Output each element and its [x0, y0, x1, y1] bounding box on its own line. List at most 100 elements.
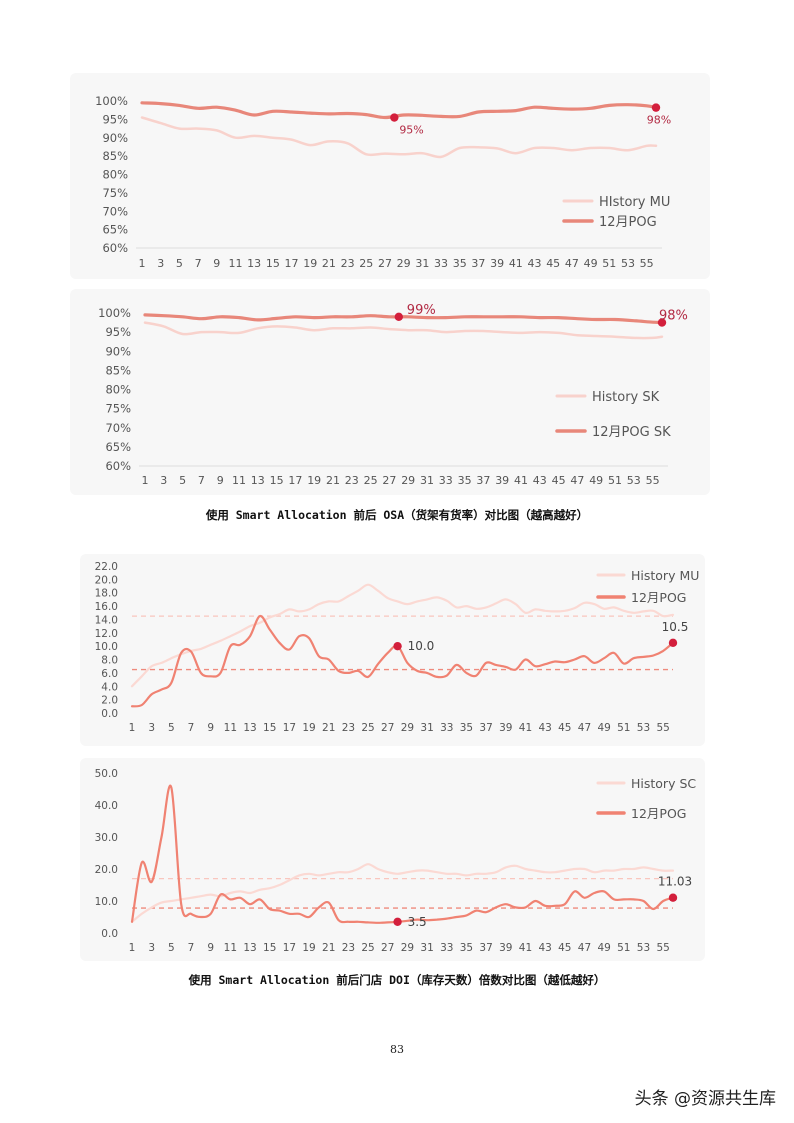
x-tick-label: 23: [345, 474, 359, 487]
y-tick-label: 2.0: [101, 695, 118, 707]
legend-label: 12月POG: [631, 806, 686, 821]
x-tick-label: 23: [341, 257, 355, 270]
x-tick-label: 51: [602, 257, 616, 270]
y-tick-label: 80%: [105, 383, 131, 397]
x-tick-label: 47: [578, 942, 591, 954]
y-tick-label: 75%: [102, 186, 128, 200]
y-tick-label: 20.0: [95, 864, 118, 876]
highlight-marker: [393, 641, 402, 651]
watermark-text: 头条 @资源共生库: [634, 1089, 776, 1109]
y-tick-label: 30.0: [95, 832, 118, 844]
x-tick-label: 11: [224, 942, 237, 954]
y-tick-label: 70%: [102, 204, 128, 218]
x-tick-label: 45: [558, 722, 571, 734]
data-label: 10.0: [408, 639, 435, 653]
x-tick-label: 9: [207, 722, 214, 734]
series-line: [143, 313, 664, 325]
x-tick-label: 21: [322, 942, 335, 954]
highlight-marker: [668, 893, 678, 902]
series-line: [130, 784, 675, 924]
data-label: 98%: [647, 114, 671, 127]
x-tick-label: 47: [565, 257, 579, 270]
highlight-marker: [390, 113, 399, 122]
x-tick-label: 13: [251, 474, 265, 487]
x-tick-label: 33: [440, 722, 453, 734]
y-tick-label: 6.0: [101, 668, 118, 680]
y-tick-label: 50.0: [95, 768, 118, 780]
data-label: 3.5: [408, 915, 427, 929]
x-tick-label: 41: [519, 942, 532, 954]
data-label: 95%: [399, 124, 423, 137]
x-tick-label: 39: [495, 474, 509, 487]
x-tick-label: 19: [302, 722, 315, 734]
x-tick-label: 19: [307, 474, 321, 487]
y-tick-label: 8.0: [101, 655, 118, 667]
x-tick-label: 9: [213, 257, 220, 270]
x-tick-label: 17: [285, 257, 299, 270]
x-tick-label: 25: [364, 474, 378, 487]
x-tick-label: 37: [479, 942, 492, 954]
data-label: 99%: [407, 303, 436, 318]
x-tick-label: 15: [266, 257, 280, 270]
x-tick-label: 9: [217, 474, 224, 487]
series-line: [140, 101, 658, 120]
y-tick-label: 20.0: [95, 574, 118, 586]
x-tick-label: 7: [198, 474, 205, 487]
x-tick-label: 37: [479, 722, 492, 734]
x-tick-label: 29: [401, 474, 415, 487]
y-tick-label: 100%: [95, 94, 128, 108]
y-tick-label: 12.0: [95, 628, 118, 640]
x-tick-label: 31: [420, 942, 433, 954]
x-tick-label: 43: [538, 942, 551, 954]
x-tick-label: 25: [359, 257, 373, 270]
osa-sk-line-chart: 100%95%90%85%80%75%70%65%60%1 3 5 7 9 11 13 15 1…: [98, 303, 688, 487]
x-tick-label: 53: [637, 942, 650, 954]
series-line: [140, 116, 658, 159]
x-tick-label: 43: [538, 722, 551, 734]
x-tick-label: 3: [157, 257, 164, 270]
y-tick-label: 4.0: [101, 681, 118, 693]
data-label: 10.5: [662, 620, 689, 634]
x-tick-label: 53: [627, 474, 641, 487]
x-tick-label: 47: [570, 474, 584, 487]
x-tick-label: 49: [589, 474, 603, 487]
x-tick-label: 29: [401, 942, 414, 954]
x-tick-label: 45: [546, 257, 560, 270]
legend-label: History SC: [631, 776, 696, 791]
x-tick-label: 33: [434, 257, 448, 270]
x-tick-label: 37: [476, 474, 490, 487]
x-tick-label: 19: [303, 257, 317, 270]
series-line: [143, 321, 664, 340]
y-tick-label: 90%: [102, 131, 128, 145]
x-tick-label: 41: [514, 474, 528, 487]
x-tick-label: 55: [656, 942, 669, 954]
x-tick-label: 33: [439, 474, 453, 487]
y-tick-label: 22.0: [95, 561, 118, 573]
x-tick-label: 5: [168, 942, 175, 954]
y-tick-label: 0.0: [101, 708, 118, 720]
x-tick-label: 19: [302, 942, 315, 954]
legend-label: 12月POG: [631, 590, 686, 605]
y-tick-label: 14.0: [95, 614, 118, 626]
x-tick-label: 55: [656, 722, 669, 734]
doi-mu-chart-panel: 22.0 20.0 18.0 16.0 14.0 12.0 10.0 8.0 6.0 4.0 2.0…: [80, 554, 705, 746]
x-tick-label: 11: [224, 722, 237, 734]
x-tick-label: 27: [378, 257, 392, 270]
x-tick-label: 23: [342, 722, 355, 734]
x-tick-label: 47: [578, 722, 591, 734]
x-tick-label: 25: [361, 942, 374, 954]
x-tick-label: 45: [552, 474, 566, 487]
x-tick-label: 41: [519, 722, 532, 734]
x-tick-label: 11: [228, 257, 242, 270]
series-line: [130, 863, 675, 923]
y-tick-label: 100%: [98, 306, 131, 320]
x-tick-label: 3: [148, 942, 155, 954]
y-tick-label: 85%: [102, 149, 128, 163]
x-tick-label: 27: [381, 942, 394, 954]
x-tick-label: 1: [142, 474, 149, 487]
x-tick-label: 31: [415, 257, 429, 270]
doi-sc-chart-panel: 50.0 40.0 30.0 20.0 10.0 0.0 1 3 5 7 9 11 13 15 17 19 21…: [80, 758, 705, 961]
y-tick-label: 70%: [105, 421, 131, 435]
x-tick-label: 33: [440, 942, 453, 954]
doi-caption: 使用 Smart Allocation 前后门店 DOI（库存天数）倍数对比图（…: [188, 973, 606, 987]
